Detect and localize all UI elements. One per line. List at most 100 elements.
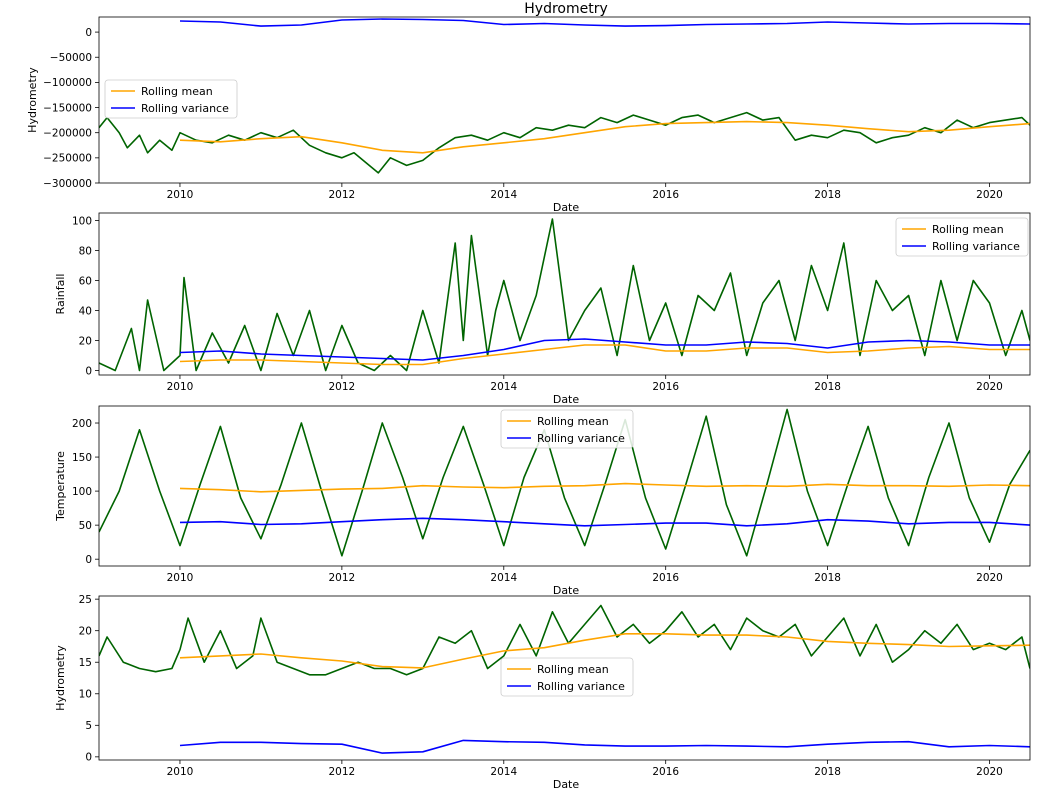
x-tick-label: 2010 xyxy=(167,766,194,778)
y-tick-label: 25 xyxy=(79,594,92,606)
series-line-rolling-variance xyxy=(179,739,1030,754)
y-tick-label: 15 xyxy=(79,657,92,669)
x-tick-label: 2016 xyxy=(652,189,679,201)
series-line-rolling-mean xyxy=(179,632,1030,669)
y-axis-label: Rainfall xyxy=(54,274,67,315)
x-tick-label: 2016 xyxy=(652,766,679,778)
y-tick-label: 100 xyxy=(72,215,92,227)
x-tick-label: 2010 xyxy=(167,189,194,201)
legend-box xyxy=(104,79,238,119)
legend-label-rolling-variance: Rolling variance xyxy=(141,102,229,115)
y-tick-label: 200 xyxy=(72,418,92,430)
y-tick-label: −200000 xyxy=(43,127,92,139)
y-tick-label: 0 xyxy=(85,27,92,39)
series-line-rolling-mean xyxy=(179,120,1030,154)
y-tick-label: 150 xyxy=(72,452,92,464)
figure-title: Hydrometry xyxy=(524,1,608,17)
legend-label-rolling-mean: Rolling mean xyxy=(537,415,609,428)
subplot-2: 2010 2012 2014 2016 2018 2020 0 20 40 60 80 100 Date… xyxy=(54,212,1031,406)
legend-label-rolling-variance: Rolling variance xyxy=(537,432,625,445)
x-axis-label: Date xyxy=(553,201,580,214)
subplots: 2010 2012 2014 2016 2018 20200−50000−100000−1… xyxy=(26,16,1031,791)
x-tick-label: 2020 xyxy=(976,572,1003,584)
y-tick-label: −100000 xyxy=(43,77,92,89)
y-tick-label: 5 xyxy=(85,720,92,732)
x-tick-label: 2018 xyxy=(814,189,841,201)
y-tick-label: 100 xyxy=(72,486,92,498)
subplot-1: 2010 2012 2014 2016 2018 2020 0 −50000 −100000 −1… xyxy=(26,16,1031,214)
series-line-rolling-variance xyxy=(179,18,1030,27)
y-tick-label: −250000 xyxy=(43,153,92,165)
y-tick-label: 0 xyxy=(85,554,92,566)
legend-label-rolling-variance: Rolling variance xyxy=(932,240,1020,253)
x-axis-label: Date xyxy=(553,584,580,597)
series-line-original xyxy=(99,604,1030,676)
legend-box xyxy=(500,409,634,449)
series-line-rolling-mean xyxy=(179,482,1030,493)
y-tick-label: 0 xyxy=(85,365,92,377)
legend-box xyxy=(500,657,634,697)
plot-area xyxy=(99,17,1030,183)
legend-label-rolling-mean: Rolling mean xyxy=(141,85,213,98)
series-group xyxy=(99,408,1030,557)
x-tick-label: 2020 xyxy=(976,381,1003,393)
x-tick-label: 2018 xyxy=(814,572,841,584)
y-tick-label: −150000 xyxy=(43,102,92,114)
series-group xyxy=(99,604,1030,754)
y-tick-label: 20 xyxy=(79,335,92,347)
x-tick-label: 2016 xyxy=(652,381,679,393)
series-line-rolling-variance xyxy=(179,517,1030,527)
y-axis-label: Hydrometry xyxy=(54,645,67,711)
x-tick-label: 2016 xyxy=(652,572,679,584)
x-tick-label: 2012 xyxy=(329,381,356,393)
legend-label-rolling-variance: Rolling variance xyxy=(537,680,625,693)
legend: Rolling mean Rolling variance xyxy=(895,217,1029,257)
series-group xyxy=(99,18,1030,174)
y-tick-label: 80 xyxy=(79,245,92,257)
legend-label-rolling-mean: Rolling mean xyxy=(932,223,1004,236)
x-tick-label: 2012 xyxy=(329,572,356,584)
series-group xyxy=(99,218,1030,372)
x-tick-label: 2014 xyxy=(490,572,517,584)
y-axis-label: Hydrometry xyxy=(26,67,39,133)
axes-frame xyxy=(98,595,1031,761)
subplot-4: 2010 2012 2014 2016 2018 2020 0 5 10 15 20 25 Date Hy… xyxy=(54,594,1031,791)
x-axis-label: Date xyxy=(553,778,580,791)
y-tick-label: −50000 xyxy=(50,52,92,64)
y-tick-label: 20 xyxy=(79,625,92,637)
legend-box xyxy=(895,217,1029,257)
legend-label-rolling-mean: Rolling mean xyxy=(537,663,609,676)
x-axis-label: Date xyxy=(553,393,580,406)
x-tick-label: 2020 xyxy=(976,189,1003,201)
y-tick-label: 60 xyxy=(79,275,92,287)
x-tick-label: 2014 xyxy=(490,381,517,393)
series-line-rolling-variance xyxy=(179,338,1030,361)
series-line-original xyxy=(99,408,1030,557)
series-line-original xyxy=(99,111,1030,174)
y-tick-label: 10 xyxy=(79,689,92,701)
series-line-original xyxy=(99,218,1030,372)
axes-frame xyxy=(98,212,1031,376)
axes-frame xyxy=(98,405,1031,567)
series-line-rolling-mean xyxy=(179,344,1030,366)
x-tick-label: 2012 xyxy=(329,766,356,778)
x-tick-label: 2014 xyxy=(490,766,517,778)
x-tick-label: 2010 xyxy=(167,381,194,393)
plot-area xyxy=(99,213,1030,375)
y-tick-label: 50 xyxy=(79,520,92,532)
legend: Rolling mean Rolling variance xyxy=(104,79,238,119)
y-tick-label: 0 xyxy=(85,752,92,764)
x-tick-label: 2018 xyxy=(814,766,841,778)
y-axis-label: Temperature xyxy=(54,451,67,522)
legend: Rolling mean Rolling variance xyxy=(500,657,634,697)
y-tick-label: 40 xyxy=(79,305,92,317)
x-tick-label: 2014 xyxy=(490,189,517,201)
x-tick-label: 2012 xyxy=(329,189,356,201)
x-tick-label: 2020 xyxy=(976,766,1003,778)
legend: Rolling mean Rolling variance xyxy=(500,409,634,449)
x-tick-label: 2010 xyxy=(167,572,194,584)
x-tick-label: 2018 xyxy=(814,381,841,393)
axes-frame xyxy=(98,16,1031,184)
subplot-3: 2010 2012 2014 2016 2018 2020 0 50 100 150 200 Date… xyxy=(54,405,1031,597)
